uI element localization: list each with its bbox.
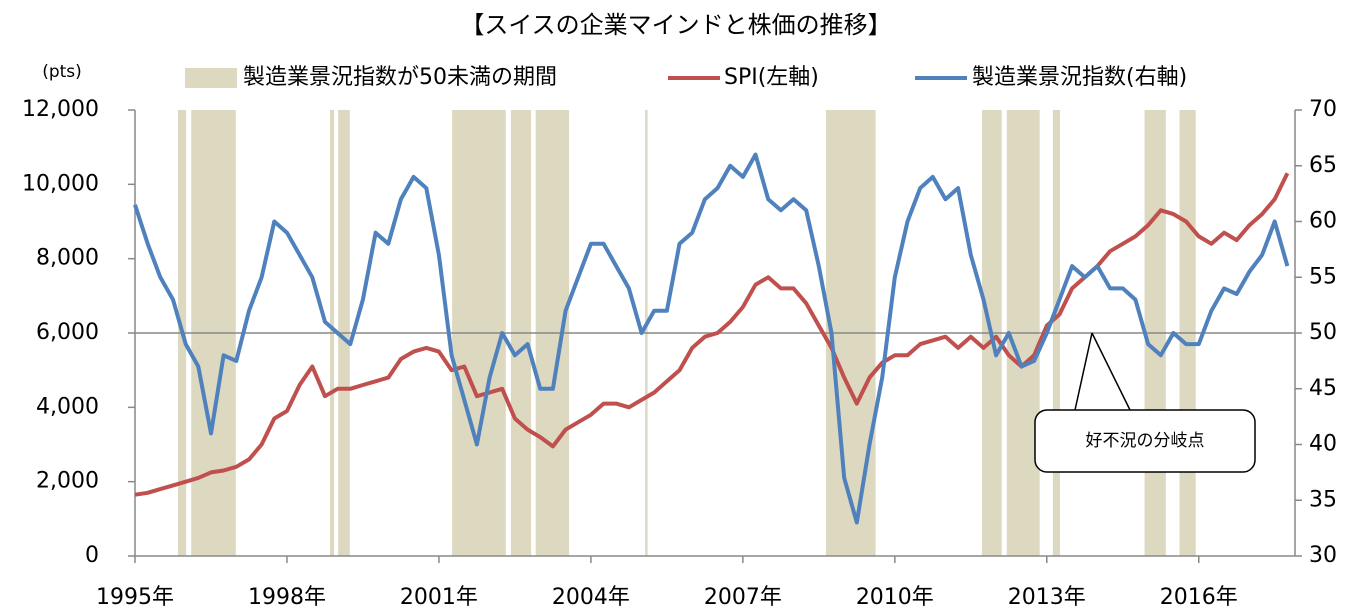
y2-tick-label: 40 xyxy=(1309,432,1337,457)
legend-label: SPI(左軸) xyxy=(724,65,819,90)
series-line xyxy=(133,152,1290,525)
y2-tick-label: 30 xyxy=(1309,543,1337,568)
y2-tick-label: 70 xyxy=(1309,97,1337,122)
x-tick-label: 2007年 xyxy=(704,585,782,610)
y2-tick-label: 55 xyxy=(1309,264,1337,289)
x-tick-label: 2004年 xyxy=(552,585,630,610)
callout-line xyxy=(1091,332,1131,411)
x-tick-label: 2010年 xyxy=(856,585,934,610)
x-tick-label: 2013年 xyxy=(1008,585,1086,610)
legend-label: 製造業景況指数が50未満の期間 xyxy=(243,65,557,90)
x-tick-label: 2001年 xyxy=(400,585,478,610)
annotation: 好不況の分岐点 xyxy=(1034,332,1256,473)
x-tick-label: 1995年 xyxy=(96,585,174,610)
y2-tick-label: 45 xyxy=(1309,376,1337,401)
callout-box xyxy=(1034,409,1256,473)
y2-tick-label: 65 xyxy=(1309,153,1337,178)
callout-line xyxy=(1074,332,1093,411)
legend-label: 製造業景況指数(右軸) xyxy=(972,65,1187,90)
x-tick-label: 2016年 xyxy=(1160,585,1238,610)
y-tick-label: 4,000 xyxy=(36,394,99,419)
y-tick-label: 8,000 xyxy=(36,246,99,271)
y-unit: (pts) xyxy=(42,62,82,82)
y-tick-label: 2,000 xyxy=(36,469,99,494)
annotation-text: 好不況の分岐点 xyxy=(1086,431,1205,451)
legend-swatch xyxy=(185,68,237,88)
chart-title: 【スイスの企業マインドと株価の推移】 xyxy=(460,11,891,39)
y2-tick-label: 50 xyxy=(1309,320,1337,345)
y-tick-label: 6,000 xyxy=(36,320,99,345)
y2-tick-label: 35 xyxy=(1309,487,1337,512)
lines xyxy=(133,152,1290,525)
y-tick-label: 12,000 xyxy=(22,97,99,122)
y2-tick-label: 60 xyxy=(1309,209,1337,234)
x-tick-label: 1998年 xyxy=(248,585,326,610)
grid xyxy=(128,109,1302,563)
y-tick-label: 0 xyxy=(85,543,99,568)
y-tick-label: 10,000 xyxy=(22,171,99,196)
